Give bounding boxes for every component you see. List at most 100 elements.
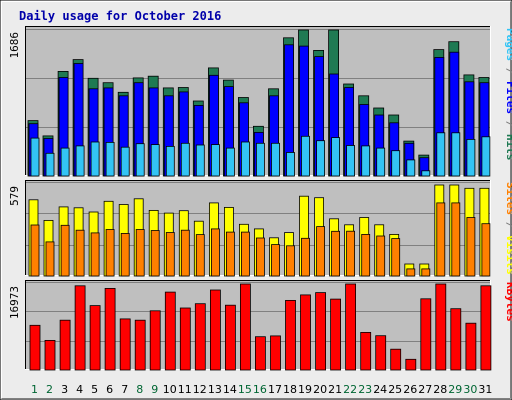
y-max-label: 579 bbox=[8, 186, 21, 206]
day-label-18: 18 bbox=[283, 383, 297, 396]
day-axis: 1 2 3 4 5 6 7 8 9 10 11 12 13 14 15 16 17 18 19 20 21 22 23 24 2… bbox=[31, 383, 492, 396]
bar-kbytes-day-24 bbox=[375, 335, 387, 371]
y-max-label: 1686 bbox=[8, 32, 21, 59]
bar-sites-day-25 bbox=[391, 238, 401, 277]
bar-pages-day-5 bbox=[90, 141, 100, 177]
series-label-part: Sites bbox=[504, 182, 512, 215]
day-label-9: 9 bbox=[151, 383, 158, 396]
bar-sites-day-7 bbox=[120, 232, 130, 277]
bar-kbytes-day-15 bbox=[239, 283, 251, 371]
series-label-part: KBytes bbox=[504, 282, 512, 322]
bar-pages-day-28 bbox=[436, 132, 446, 177]
bar-pages-day-10 bbox=[165, 145, 175, 177]
bar-kbytes-day-26 bbox=[405, 358, 417, 371]
series-label-part: / bbox=[504, 215, 512, 235]
bar-sites-day-16 bbox=[255, 237, 265, 277]
bar-sites-day-20 bbox=[316, 226, 326, 277]
day-label-1: 1 bbox=[31, 383, 38, 396]
bar-sites-day-9 bbox=[150, 230, 160, 277]
day-label-23: 23 bbox=[358, 383, 372, 396]
bar-kbytes-day-7 bbox=[119, 318, 131, 371]
bar-sites-day-13 bbox=[210, 228, 220, 277]
bar-sites-day-31 bbox=[481, 223, 491, 277]
day-label-29: 29 bbox=[448, 383, 462, 396]
chart-title: Daily usage for October 2016 bbox=[19, 9, 221, 23]
bar-pages-day-25 bbox=[391, 150, 401, 177]
panel-hits-files-pages: 1686 Pages / Files / Hits bbox=[8, 26, 512, 177]
bar-sites-day-8 bbox=[135, 229, 145, 277]
series-label-part: Pages bbox=[504, 28, 512, 61]
series-label-part: Visits bbox=[504, 235, 512, 275]
bar-sites-day-24 bbox=[376, 235, 386, 277]
bar-kbytes-day-10 bbox=[164, 291, 176, 371]
bar-kbytes-day-12 bbox=[194, 303, 206, 371]
bar-sites-day-1 bbox=[30, 224, 40, 277]
bar-pages-day-31 bbox=[481, 136, 491, 177]
bar-kbytes-day-23 bbox=[360, 331, 372, 371]
bar-kbytes-day-4 bbox=[74, 285, 86, 371]
bar-sites-day-21 bbox=[331, 230, 341, 277]
day-label-6: 6 bbox=[106, 383, 113, 396]
bar-sites-day-11 bbox=[180, 229, 190, 277]
bar-pages-day-14 bbox=[225, 147, 235, 177]
series-label: Pages / Files / Hits bbox=[504, 28, 512, 161]
day-label-15: 15 bbox=[238, 383, 252, 396]
day-label-3: 3 bbox=[61, 383, 68, 396]
bar-kbytes-day-3 bbox=[59, 319, 71, 371]
bar-kbytes-day-11 bbox=[179, 307, 191, 371]
bar-kbytes-day-5 bbox=[89, 305, 101, 371]
bar-pages-day-17 bbox=[271, 142, 280, 177]
bar-kbytes-day-2 bbox=[44, 339, 56, 371]
day-label-24: 24 bbox=[373, 383, 387, 396]
bar-pages-day-13 bbox=[210, 144, 220, 177]
bar-pages-day-6 bbox=[105, 141, 115, 177]
bar-sites-day-17 bbox=[271, 244, 280, 277]
bar-pages-day-12 bbox=[195, 144, 205, 177]
bar-pages-day-26 bbox=[406, 159, 416, 177]
bar-sites-day-6 bbox=[105, 229, 115, 277]
bar-sites-day-5 bbox=[90, 232, 100, 277]
day-label-5: 5 bbox=[91, 383, 98, 396]
day-label-21: 21 bbox=[328, 383, 342, 396]
day-label-14: 14 bbox=[223, 383, 237, 396]
bar-pages-day-7 bbox=[120, 146, 130, 177]
bar-pages-day-9 bbox=[150, 144, 160, 177]
bar-pages-day-22 bbox=[346, 145, 356, 177]
day-label-11: 11 bbox=[178, 383, 192, 396]
bar-kbytes-day-27 bbox=[420, 298, 432, 371]
bar-sites-day-2 bbox=[45, 241, 55, 277]
bar-kbytes-day-20 bbox=[315, 292, 327, 371]
bar-pages-day-8 bbox=[135, 143, 145, 177]
panel-kbytes: 16973 KBytes bbox=[8, 280, 512, 371]
bar-sites-day-28 bbox=[436, 202, 446, 277]
day-label-16: 16 bbox=[253, 383, 267, 396]
bar-sites-day-10 bbox=[165, 232, 175, 277]
day-label-8: 8 bbox=[136, 383, 143, 396]
bar-kbytes-day-31 bbox=[480, 285, 492, 371]
bar-sites-day-4 bbox=[75, 229, 85, 277]
bar-kbytes-day-6 bbox=[104, 287, 116, 371]
day-label-13: 13 bbox=[208, 383, 222, 396]
day-label-25: 25 bbox=[388, 383, 402, 396]
bar-sites-day-22 bbox=[346, 230, 356, 277]
bar-pages-day-20 bbox=[316, 140, 326, 177]
bar-pages-day-24 bbox=[376, 147, 386, 177]
bar-pages-day-19 bbox=[301, 135, 310, 177]
day-label-12: 12 bbox=[193, 383, 207, 396]
series-label-part: / bbox=[504, 114, 512, 134]
bar-sites-day-30 bbox=[466, 217, 476, 277]
bar-sites-day-3 bbox=[60, 224, 70, 277]
bar-sites-day-26 bbox=[406, 268, 416, 277]
bar-pages-day-21 bbox=[331, 137, 341, 177]
day-label-19: 19 bbox=[298, 383, 312, 396]
bar-kbytes-day-1 bbox=[29, 324, 41, 371]
series-label: Sites / Visits bbox=[504, 182, 512, 275]
bar-kbytes-day-25 bbox=[390, 348, 402, 371]
bar-kbytes-day-28 bbox=[435, 283, 447, 371]
series-label: KBytes bbox=[504, 282, 512, 322]
day-label-20: 20 bbox=[313, 383, 327, 396]
bar-kbytes-day-17 bbox=[270, 335, 281, 371]
bar-kbytes-day-8 bbox=[134, 319, 146, 371]
day-label-27: 27 bbox=[418, 383, 432, 396]
bar-sites-day-29 bbox=[451, 202, 461, 277]
